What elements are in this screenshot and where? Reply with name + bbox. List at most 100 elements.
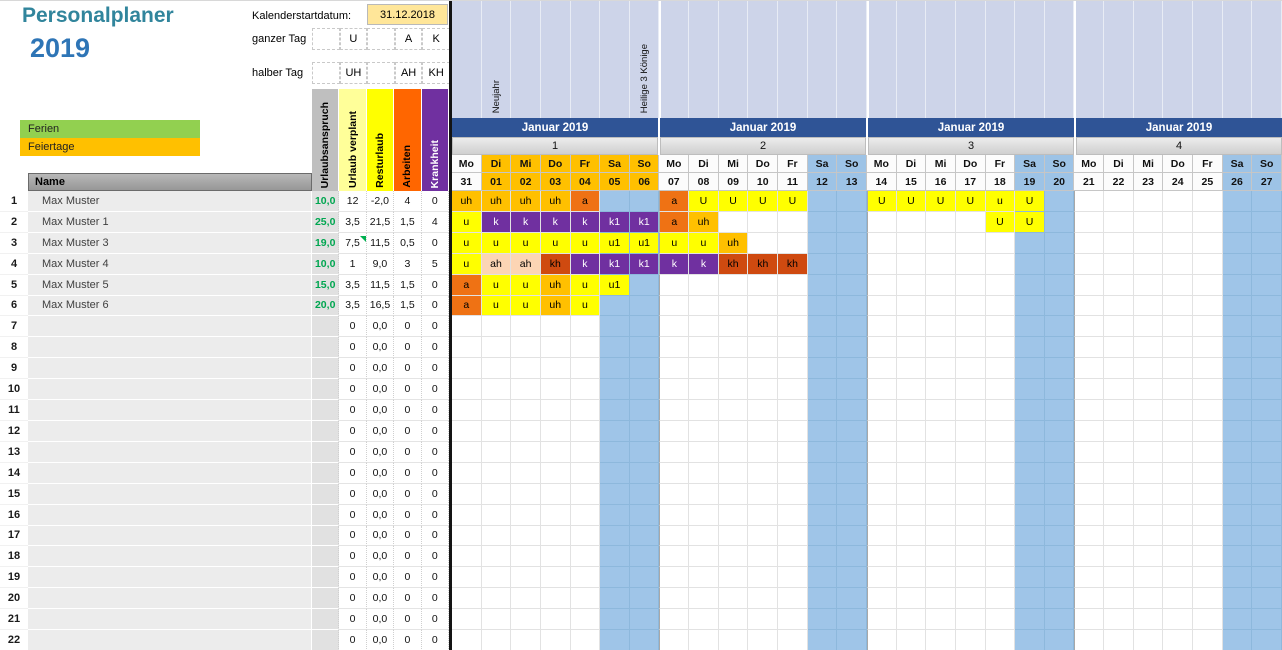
calendar-cell[interactable] xyxy=(1222,358,1253,380)
calendar-cell[interactable] xyxy=(659,546,690,568)
calendar-cell[interactable] xyxy=(1044,609,1075,631)
calendar-cell[interactable] xyxy=(1133,191,1164,212)
calendar-cell[interactable] xyxy=(1193,588,1223,610)
calendar-cell[interactable]: ah xyxy=(481,253,512,275)
calendar-cell[interactable] xyxy=(689,295,719,317)
calendar-cell[interactable] xyxy=(926,358,956,380)
calendar-cell[interactable] xyxy=(659,630,690,650)
calendar-cell[interactable] xyxy=(1222,211,1253,233)
calendar-cell[interactable] xyxy=(866,274,897,296)
row-number[interactable]: 15 xyxy=(0,483,28,505)
calendar-cell[interactable] xyxy=(1193,504,1223,526)
calendar-cell[interactable] xyxy=(778,483,808,505)
calendar-cell[interactable] xyxy=(629,567,660,589)
calendar-cell[interactable] xyxy=(511,337,541,359)
calendar-cell[interactable] xyxy=(985,253,1016,275)
calendar-cell[interactable] xyxy=(1044,588,1075,610)
calendar-cell[interactable] xyxy=(1074,379,1105,401)
stat-cell[interactable]: 0 xyxy=(339,337,367,359)
calendar-cell[interactable] xyxy=(778,316,808,338)
calendar-cell[interactable] xyxy=(748,546,779,568)
stat-cell[interactable]: 0,0 xyxy=(366,609,395,631)
calendar-cell[interactable] xyxy=(452,400,482,421)
calendar-cell[interactable] xyxy=(896,546,927,568)
calendar-cell[interactable] xyxy=(1074,525,1105,547)
calendar-cell[interactable] xyxy=(985,483,1016,505)
row-number[interactable]: 4 xyxy=(0,253,28,275)
calendar-cell[interactable] xyxy=(778,358,808,380)
calendar-cell[interactable] xyxy=(955,337,986,359)
calendar-cell[interactable] xyxy=(540,441,571,463)
calendar-cell[interactable] xyxy=(511,400,541,421)
stat-cell[interactable]: 0 xyxy=(394,630,422,650)
stat-cell[interactable]: 0 xyxy=(339,504,367,526)
calendar-cell[interactable] xyxy=(748,420,779,442)
calendar-cell[interactable] xyxy=(540,483,571,505)
stat-cell[interactable]: 0 xyxy=(339,441,367,463)
stat-column-header[interactable]: Urlaub verplant xyxy=(339,89,367,191)
stat-cell[interactable] xyxy=(312,462,340,484)
calendar-cell[interactable] xyxy=(629,588,660,610)
calendar-cell[interactable] xyxy=(1163,316,1194,338)
calendar-cell[interactable]: u xyxy=(511,295,541,317)
calendar-cell[interactable] xyxy=(837,232,867,254)
calendar-cell[interactable] xyxy=(778,609,808,631)
calendar-cell[interactable] xyxy=(778,525,808,547)
calendar-cell[interactable] xyxy=(778,441,808,463)
calendar-cell[interactable] xyxy=(955,420,986,442)
calendar-cell[interactable] xyxy=(837,588,867,610)
calendar-cell[interactable] xyxy=(718,483,749,505)
calendar-cell[interactable] xyxy=(570,483,601,505)
stat-cell[interactable] xyxy=(312,546,340,568)
calendar-cell[interactable] xyxy=(896,567,927,589)
row-number[interactable]: 13 xyxy=(0,441,28,463)
calendar-cell[interactable] xyxy=(1252,211,1282,233)
calendar-cell[interactable]: a xyxy=(659,211,690,233)
calendar-cell[interactable] xyxy=(985,379,1016,401)
calendar-start-value[interactable]: 31.12.2018 xyxy=(367,4,448,25)
calendar-cell[interactable]: k1 xyxy=(600,211,630,233)
stat-cell[interactable] xyxy=(312,630,340,650)
calendar-cell[interactable] xyxy=(1104,316,1134,338)
stat-cell[interactable]: 0,0 xyxy=(366,525,395,547)
calendar-cell[interactable] xyxy=(718,609,749,631)
calendar-cell[interactable]: U xyxy=(985,211,1016,233)
calendar-cell[interactable] xyxy=(600,316,630,338)
calendar-cell[interactable] xyxy=(1222,504,1253,526)
stat-cell[interactable]: 0 xyxy=(421,630,449,650)
calendar-cell[interactable] xyxy=(1104,483,1134,505)
calendar-cell[interactable] xyxy=(659,609,690,631)
calendar-cell[interactable] xyxy=(600,191,630,212)
calendar-cell[interactable] xyxy=(837,525,867,547)
stat-cell[interactable] xyxy=(312,400,340,421)
calendar-cell[interactable] xyxy=(866,253,897,275)
calendar-cell[interactable] xyxy=(955,483,986,505)
calendar-cell[interactable] xyxy=(955,232,986,254)
calendar-cell[interactable] xyxy=(1133,295,1164,317)
row-number[interactable]: 12 xyxy=(0,420,28,442)
calendar-cell[interactable] xyxy=(1252,191,1282,212)
calendar-cell[interactable] xyxy=(955,462,986,484)
calendar-cell[interactable] xyxy=(1104,462,1134,484)
calendar-cell[interactable] xyxy=(1074,546,1105,568)
calendar-cell[interactable] xyxy=(481,358,512,380)
calendar-cell[interactable] xyxy=(511,379,541,401)
calendar-cell[interactable] xyxy=(659,337,690,359)
calendar-cell[interactable] xyxy=(896,504,927,526)
name-cell[interactable] xyxy=(28,630,312,650)
calendar-cell[interactable] xyxy=(1163,483,1194,505)
calendar-cell[interactable] xyxy=(926,295,956,317)
stat-cell[interactable] xyxy=(312,337,340,359)
calendar-cell[interactable] xyxy=(1074,253,1105,275)
calendar-cell[interactable]: u xyxy=(570,232,601,254)
calendar-cell[interactable] xyxy=(629,546,660,568)
calendar-cell[interactable] xyxy=(1104,337,1134,359)
stat-cell[interactable]: 0,0 xyxy=(366,400,395,421)
name-cell[interactable] xyxy=(28,525,312,547)
stat-cell[interactable]: 0 xyxy=(421,483,449,505)
calendar-cell[interactable] xyxy=(718,316,749,338)
calendar-cell[interactable]: k1 xyxy=(629,253,660,275)
calendar-cell[interactable] xyxy=(837,253,867,275)
calendar-cell[interactable]: U xyxy=(866,191,897,212)
calendar-cell[interactable] xyxy=(1222,274,1253,296)
